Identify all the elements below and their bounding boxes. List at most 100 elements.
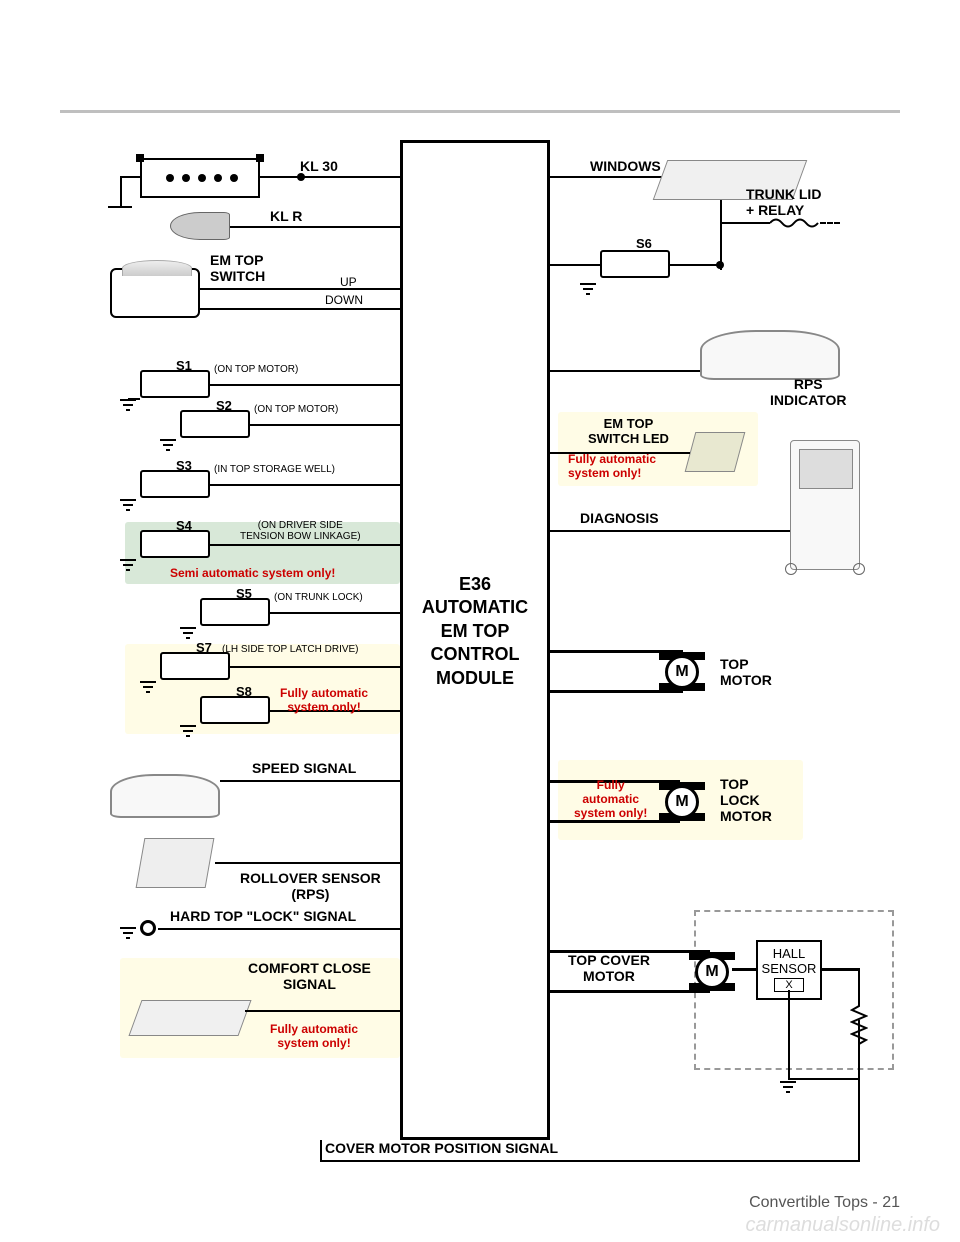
wire: [250, 424, 400, 426]
diagnosis-machine-icon: [790, 440, 860, 570]
em-top-switch-icon: [110, 268, 200, 318]
top-motor-label: TOP MOTOR: [720, 656, 772, 688]
klr-label: KL R: [270, 208, 302, 224]
node-dot: [297, 173, 305, 181]
em-led-warn: Fully automatic system only!: [568, 452, 656, 480]
comfort-label: COMFORT CLOSE SIGNAL: [248, 960, 371, 992]
top-lock-motor-label: TOP LOCK MOTOR: [720, 776, 772, 824]
ground-icon: [180, 626, 196, 640]
rps-ind-label: RPS INDICATOR: [770, 376, 846, 408]
speed-label: SPEED SIGNAL: [252, 760, 356, 776]
s3-note: (IN TOP STORAGE WELL): [214, 464, 335, 475]
s7-switch: [160, 652, 230, 680]
motor-letter: M: [675, 793, 688, 810]
s4-note: (ON DRIVER SIDE TENSION BOW LINKAGE): [240, 520, 361, 542]
wire: [550, 264, 600, 266]
wire: [260, 176, 400, 178]
ecu-module-box: E36 AUTOMATIC EM TOP CONTROL MODULE: [400, 140, 550, 1140]
ground-icon: [580, 282, 596, 296]
top-cover-motor-label: TOP COVER MOTOR: [568, 952, 650, 984]
wire: [210, 544, 400, 546]
comfort-warn: Fully automatic system only!: [270, 1022, 358, 1050]
s7-note: (LH SIDE TOP LATCH DRIVE): [222, 644, 359, 655]
s1-label: S1: [176, 358, 192, 373]
s8-switch: [200, 696, 270, 724]
hardtop-label: HARD TOP "LOCK" SIGNAL: [170, 908, 356, 924]
ecu-title: E36 AUTOMATIC EM TOP CONTROL MODULE: [422, 574, 528, 688]
wire: [788, 1020, 790, 1080]
wire: [270, 612, 400, 614]
top-lock-warn: Fully automatic system only!: [574, 778, 647, 820]
s78-warn: Fully automatic system only!: [280, 686, 368, 714]
wire: [320, 1160, 860, 1162]
header-rule: [60, 110, 900, 113]
s4-label: S4: [176, 518, 192, 533]
ground-icon: [180, 724, 196, 738]
s4-switch: [140, 530, 210, 558]
wire: [858, 968, 860, 1000]
wire: [732, 968, 756, 971]
s4-warn: Semi automatic system only!: [170, 566, 335, 580]
wire: [720, 222, 770, 224]
battery-dot: [182, 174, 190, 182]
wire: [210, 484, 400, 486]
s5-label: S5: [236, 586, 252, 601]
hardtop-connector-icon: [140, 920, 156, 936]
top-motor-icon: M: [665, 655, 699, 689]
s6-switch: [600, 250, 670, 278]
wire: [550, 990, 710, 993]
windows-label: WINDOWS: [590, 158, 661, 174]
wire: [858, 1050, 860, 1080]
s1-note: (ON TOP MOTOR): [214, 364, 298, 375]
wire: [215, 862, 400, 864]
wire: [320, 1140, 322, 1160]
wire: [245, 1010, 400, 1012]
wire: [550, 370, 700, 372]
cover-signal-label: COVER MOTOR POSITION SIGNAL: [325, 1140, 558, 1156]
wire: [220, 780, 400, 782]
motor-letter: M: [705, 963, 718, 980]
ground-icon: [160, 438, 176, 452]
key-icon: [170, 212, 230, 240]
motor-letter: M: [675, 663, 688, 680]
ground-icon: [120, 398, 136, 412]
rollover-label: ROLLOVER SENSOR (RPS): [240, 870, 381, 902]
s2-note: (ON TOP MOTOR): [254, 404, 338, 415]
wire: [788, 990, 790, 1020]
wire: [822, 968, 860, 971]
em-top-switch-label: EM TOP SWITCH: [210, 252, 265, 284]
battery-dot: [166, 174, 174, 182]
watermark: carmanualsonline.info: [745, 1214, 940, 1237]
node-dot: [716, 261, 724, 269]
diagnosis-label: DIAGNOSIS: [580, 510, 659, 526]
s7-label: S7: [196, 640, 212, 655]
hall-label: HALL SENSOR: [762, 946, 817, 976]
wire: [550, 176, 670, 178]
s6-label: S6: [636, 236, 652, 251]
wire: [108, 206, 132, 208]
wire: [120, 176, 122, 206]
s1-switch: [140, 370, 210, 398]
wire: [720, 200, 722, 270]
s5-note: (ON TRUNK LOCK): [274, 592, 363, 603]
top-lock-motor-icon: M: [665, 785, 699, 819]
em-led-label: EM TOP SWITCH LED: [588, 416, 669, 446]
battery-dot: [214, 174, 222, 182]
gm-module-icon: [128, 1000, 251, 1036]
s2-switch: [180, 410, 250, 438]
resistor-icon: [850, 1000, 868, 1050]
coil-icon: [770, 216, 820, 230]
ground-icon: [120, 558, 136, 572]
ground-icon: [120, 498, 136, 512]
wire: [820, 222, 840, 224]
wire: [230, 666, 400, 668]
top-cover-motor-icon: M: [695, 955, 729, 989]
s3-label: S3: [176, 458, 192, 473]
battery-dot: [198, 174, 206, 182]
down-label: DOWN: [325, 293, 363, 307]
wire: [158, 928, 400, 930]
ground-icon: [140, 680, 156, 694]
s3-switch: [140, 470, 210, 498]
kl30-label: KL 30: [300, 158, 338, 174]
wire: [210, 384, 400, 386]
